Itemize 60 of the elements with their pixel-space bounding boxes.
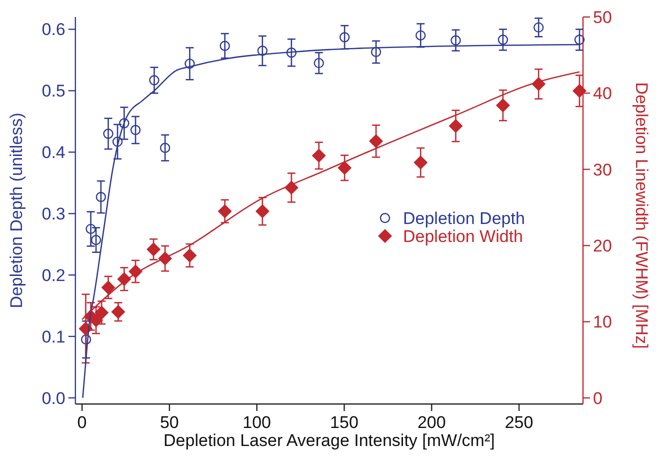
y-tick-label: 0.5	[42, 82, 66, 101]
y-tick-label: 0.0	[42, 388, 66, 408]
point	[90, 234, 102, 246]
x-axis-title: Depletion Laser Average Intensity [mW/cm²]	[164, 431, 495, 450]
y-tick-label: 0.4	[42, 143, 66, 162]
point	[112, 136, 123, 147]
point	[101, 280, 116, 294]
legend-label: Depletion Depth	[403, 208, 525, 228]
point	[160, 142, 170, 153]
point	[146, 242, 161, 256]
x-tick-label: 200	[417, 413, 446, 432]
y2-tick-label: 0	[593, 388, 602, 408]
point	[496, 98, 510, 112]
point	[220, 40, 230, 51]
point	[286, 48, 297, 58]
point	[103, 128, 114, 139]
point	[369, 134, 384, 148]
y-tick-label: 0.2	[42, 266, 66, 285]
point	[370, 46, 382, 58]
point	[184, 58, 195, 69]
point	[338, 160, 352, 175]
point	[498, 34, 508, 45]
point	[111, 304, 126, 319]
point	[312, 148, 326, 163]
y2-tick-label: 20	[593, 236, 612, 256]
x-tick-label: 150	[330, 413, 358, 432]
point	[96, 192, 106, 202]
y2-axis-title: Depletion Linewidth (FWHM) [MHz]	[632, 82, 651, 349]
x-tick-label: 100	[242, 413, 272, 432]
y2-tick-label: 10	[593, 312, 612, 332]
point	[414, 156, 428, 170]
x-tick-label: 250	[504, 413, 534, 432]
point	[182, 248, 197, 262]
y2-tick-label: 40	[593, 84, 612, 104]
point	[80, 334, 92, 345]
point	[448, 118, 463, 133]
point	[339, 32, 350, 42]
point	[86, 224, 96, 234]
y2-tick-label: 30	[593, 160, 612, 180]
y-tick-label: 0.3	[42, 204, 66, 224]
point	[218, 204, 232, 218]
y-tick-label: 0.1	[42, 327, 66, 346]
point	[130, 124, 141, 136]
point	[149, 75, 160, 86]
point	[255, 204, 270, 218]
point	[119, 118, 130, 128]
x-tick-label: 50	[160, 413, 179, 432]
y-axis-title: Depletion Depth (unitless)	[7, 112, 26, 308]
point	[416, 30, 426, 41]
legend-label: Depletion Width	[403, 226, 524, 246]
y-tick-label: 0.6	[42, 20, 66, 40]
point	[534, 22, 544, 33]
point	[94, 306, 109, 320]
point	[450, 35, 461, 46]
point	[314, 58, 324, 68]
point	[257, 46, 268, 56]
x-tick-label: 0	[77, 413, 87, 432]
y2-tick-label: 50	[593, 8, 612, 27]
point	[572, 84, 587, 98]
point	[574, 34, 585, 45]
